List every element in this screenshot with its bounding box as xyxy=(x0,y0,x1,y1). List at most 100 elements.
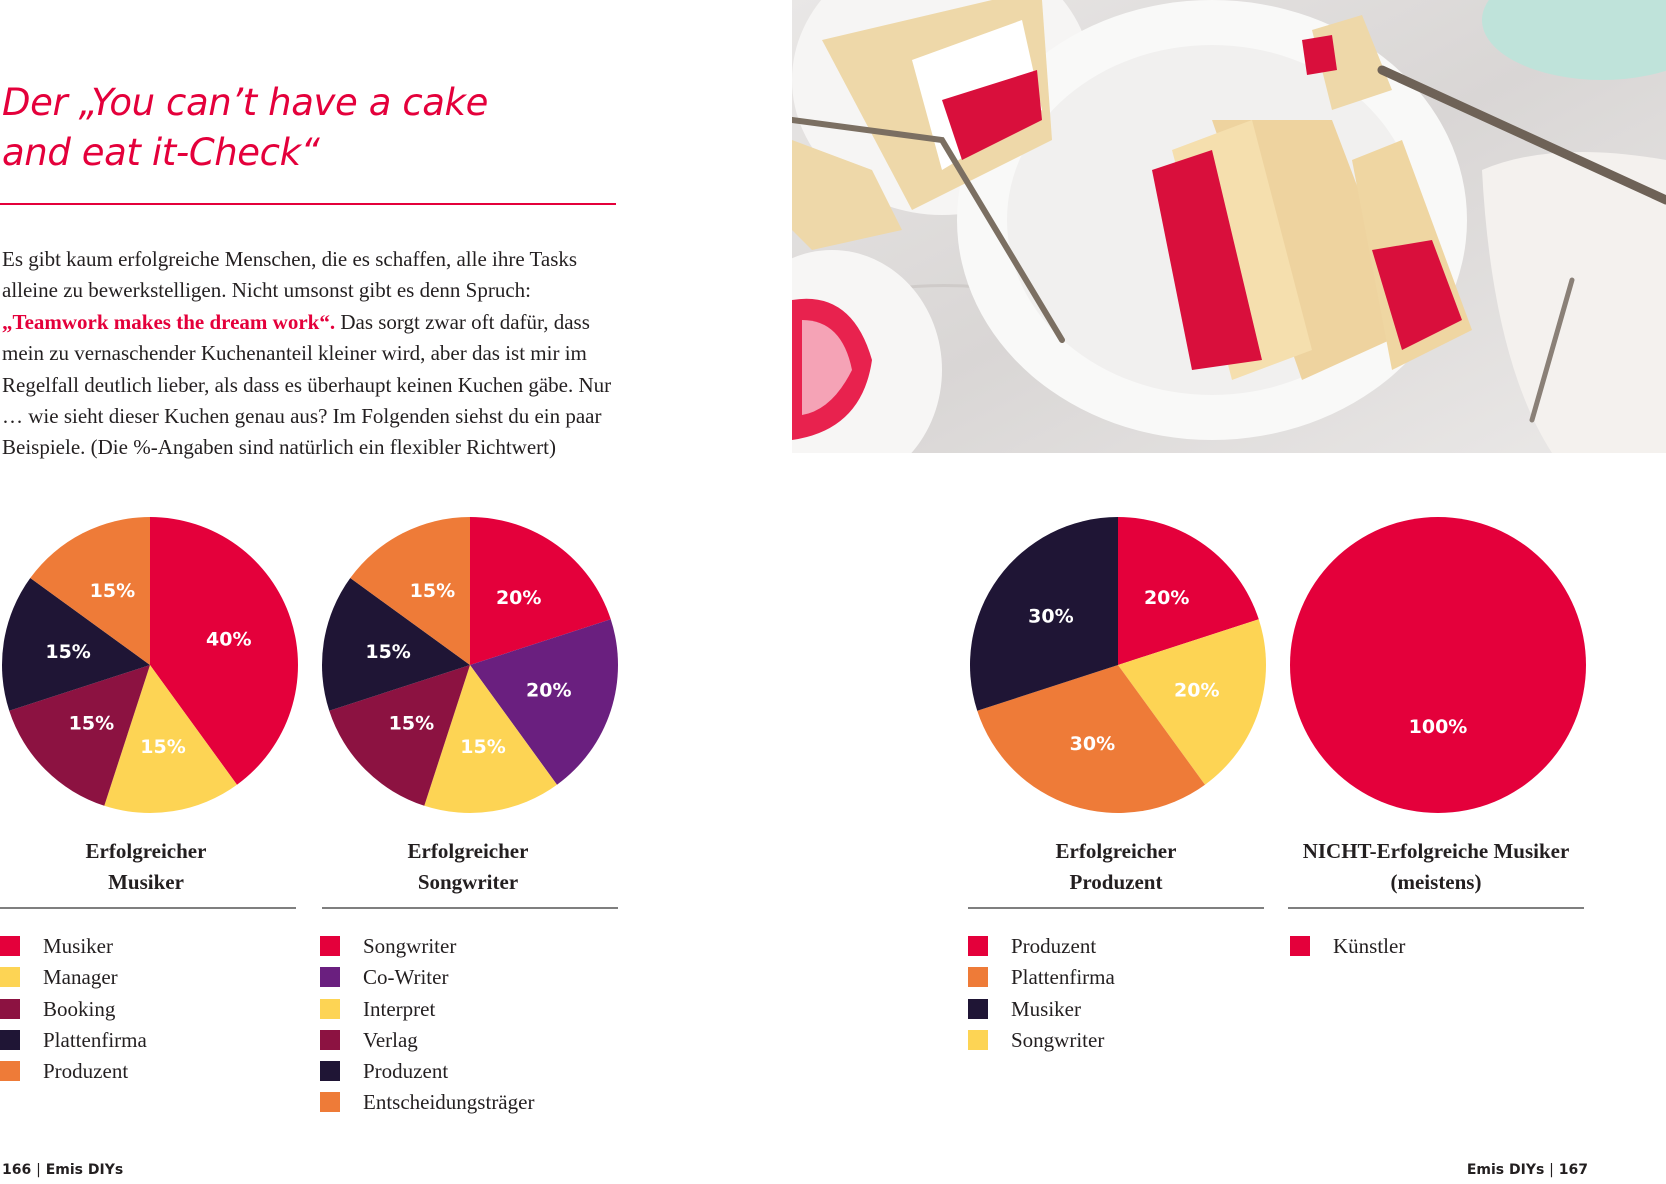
pie-slice-manager xyxy=(104,665,237,813)
pie-slice-value-label: 20% xyxy=(496,587,541,609)
legend-label: Manager xyxy=(43,965,118,990)
pie-slice-musiker xyxy=(969,517,1118,711)
legend-label: Produzent xyxy=(1011,934,1097,958)
caption-rule xyxy=(0,907,296,909)
chart-caption-line: Erfolgreicher xyxy=(1055,839,1177,863)
folio-separator: | xyxy=(1549,1162,1554,1178)
legend-label: Entscheidungsträger xyxy=(363,1090,535,1115)
legend-label: Plattenfirma xyxy=(43,1027,147,1052)
intro-text-start: Es gibt kaum erfolgreiche Menschen, die … xyxy=(2,247,578,303)
pie-slice-songwriter xyxy=(1118,619,1267,785)
intro-text-end: Das sorgt zwar oft dafür, dass mein zu v… xyxy=(2,309,612,460)
pie-slice-value-label: 20% xyxy=(1144,587,1189,609)
legend-label: Interpret xyxy=(363,996,436,1021)
legend-swatch xyxy=(0,1029,20,1050)
pie-slice-value-label: 30% xyxy=(1070,733,1115,755)
folio-text: Emis DIYs xyxy=(45,1162,124,1178)
pie-slice-value-label: 15% xyxy=(45,641,90,663)
cake-photo xyxy=(792,0,1666,453)
legend-label: Verlag xyxy=(363,1027,418,1052)
page-title: Der „You can’t have a cake and eat it-Ch… xyxy=(2,78,488,178)
chart-caption-line: Songwriter xyxy=(417,870,519,894)
folio-text: Emis DIYs xyxy=(1466,1162,1545,1178)
legend-label: Produzent xyxy=(363,1059,449,1084)
legend-swatch xyxy=(968,998,988,1019)
pie-chart-songwriter: 20% 20% 15% 15% 15% 15% xyxy=(322,517,619,813)
pie-slice-produzent xyxy=(1118,517,1259,665)
legend-swatch xyxy=(968,1029,988,1050)
legend-swatch xyxy=(320,1061,340,1082)
pie-slice-interpret xyxy=(424,665,557,813)
chart-caption-songwriter: Erfolgreicher Songwriter xyxy=(322,836,614,898)
legend-swatch xyxy=(320,936,340,956)
pie-slice-co-writer xyxy=(470,619,619,785)
chart-caption-nicht-erfolgreich: NICHT-Erfolgreiche Musiker (meistens) xyxy=(1288,836,1584,898)
pie-slice-entscheidungstr-ger xyxy=(350,517,470,665)
caption-rule xyxy=(968,907,1264,909)
pie-chart-produzent: 20% 20% 30% 30% xyxy=(969,517,1267,813)
legend-label: Musiker xyxy=(1011,996,1081,1021)
page-number: 166 xyxy=(2,1162,32,1178)
legend-label: Musiker xyxy=(43,934,113,958)
pie-slice-value-label: 40% xyxy=(206,628,251,650)
legend-swatch xyxy=(0,998,20,1019)
legend-swatch xyxy=(320,1092,340,1113)
legend-label: Co-Writer xyxy=(363,965,449,990)
pie-slice-value-label: 100% xyxy=(1409,716,1468,738)
legend-swatch xyxy=(1290,936,1310,956)
pie-slice-value-label: 15% xyxy=(389,713,434,735)
caption-rule xyxy=(322,907,618,909)
title-line-1: Der „You can’t have a cake xyxy=(2,81,488,124)
legend-swatch xyxy=(0,936,20,956)
intro-highlight: „Teamwork makes the dream work“. xyxy=(2,309,336,334)
page-number: 167 xyxy=(1558,1162,1588,1178)
legend-swatch xyxy=(0,1061,20,1082)
pie-slice-plattenfirma xyxy=(977,665,1205,813)
pie-slice-value-label: 30% xyxy=(1028,605,1073,627)
legend-swatch xyxy=(968,936,988,956)
pie-slice-value-label: 20% xyxy=(1174,680,1219,702)
legend-label: Booking xyxy=(43,996,116,1021)
pie-slice-value-label: 15% xyxy=(460,736,505,758)
folio-left: 166 | Emis DIYs xyxy=(2,1162,123,1178)
pie-slice-produzent xyxy=(322,578,470,711)
legend-label: Songwriter xyxy=(1011,1027,1105,1052)
chart-caption-produzent: Erfolgreicher Produzent xyxy=(968,836,1264,898)
chart-caption-line: Produzent xyxy=(1069,870,1163,894)
pie-slice-value-label: 15% xyxy=(410,580,455,602)
folio-separator: | xyxy=(36,1162,41,1178)
title-rule xyxy=(0,203,616,205)
pie-slice-value-label: 20% xyxy=(526,680,571,702)
chart-caption-line: Musiker xyxy=(108,870,184,894)
pie-slice-value-label: 15% xyxy=(90,580,135,602)
chart-caption-line: (meistens) xyxy=(1390,870,1482,894)
chart-caption-line: Erfolgreicher xyxy=(85,839,207,863)
folio-right: Emis DIYs | 167 xyxy=(1467,1162,1588,1178)
pie-slice-booking xyxy=(9,665,150,806)
pie-slice-value-label: 15% xyxy=(365,641,410,663)
legend-swatch xyxy=(320,967,340,988)
legend-label: Künstler xyxy=(1333,934,1406,958)
pie-chart-musiker: 40% 15% 15% 15% 15% xyxy=(2,517,298,813)
pie-slice-plattenfirma xyxy=(2,578,150,711)
legend-label: Produzent xyxy=(43,1059,129,1084)
legend-swatch xyxy=(320,998,340,1019)
pie-slice-value-label: 15% xyxy=(140,736,185,758)
legend-label: Songwriter xyxy=(363,934,457,958)
legend-swatch xyxy=(968,967,988,988)
pie-slice-verlag xyxy=(329,665,470,806)
pie-slice-songwriter xyxy=(470,517,611,665)
pie-slice-musiker xyxy=(150,517,298,785)
caption-rule xyxy=(1288,907,1584,909)
legend-swatch xyxy=(320,1029,340,1050)
title-line-2: and eat it-Check“ xyxy=(2,131,320,174)
legend-swatch xyxy=(0,967,20,988)
pie-slice-produzent xyxy=(30,517,150,665)
legend-label: Plattenfirma xyxy=(1011,965,1115,990)
chart-caption-line: Erfolgreicher xyxy=(407,839,529,863)
pie-slice-k-nstler xyxy=(1290,517,1586,813)
chart-caption-line: NICHT-Erfolgreiche Musiker xyxy=(1302,839,1570,863)
cake-photo-icon xyxy=(792,0,1666,453)
pie-chart-nicht-erfolgreich: 100% xyxy=(1290,517,1586,813)
chart-caption-musiker: Erfolgreicher Musiker xyxy=(0,836,292,898)
